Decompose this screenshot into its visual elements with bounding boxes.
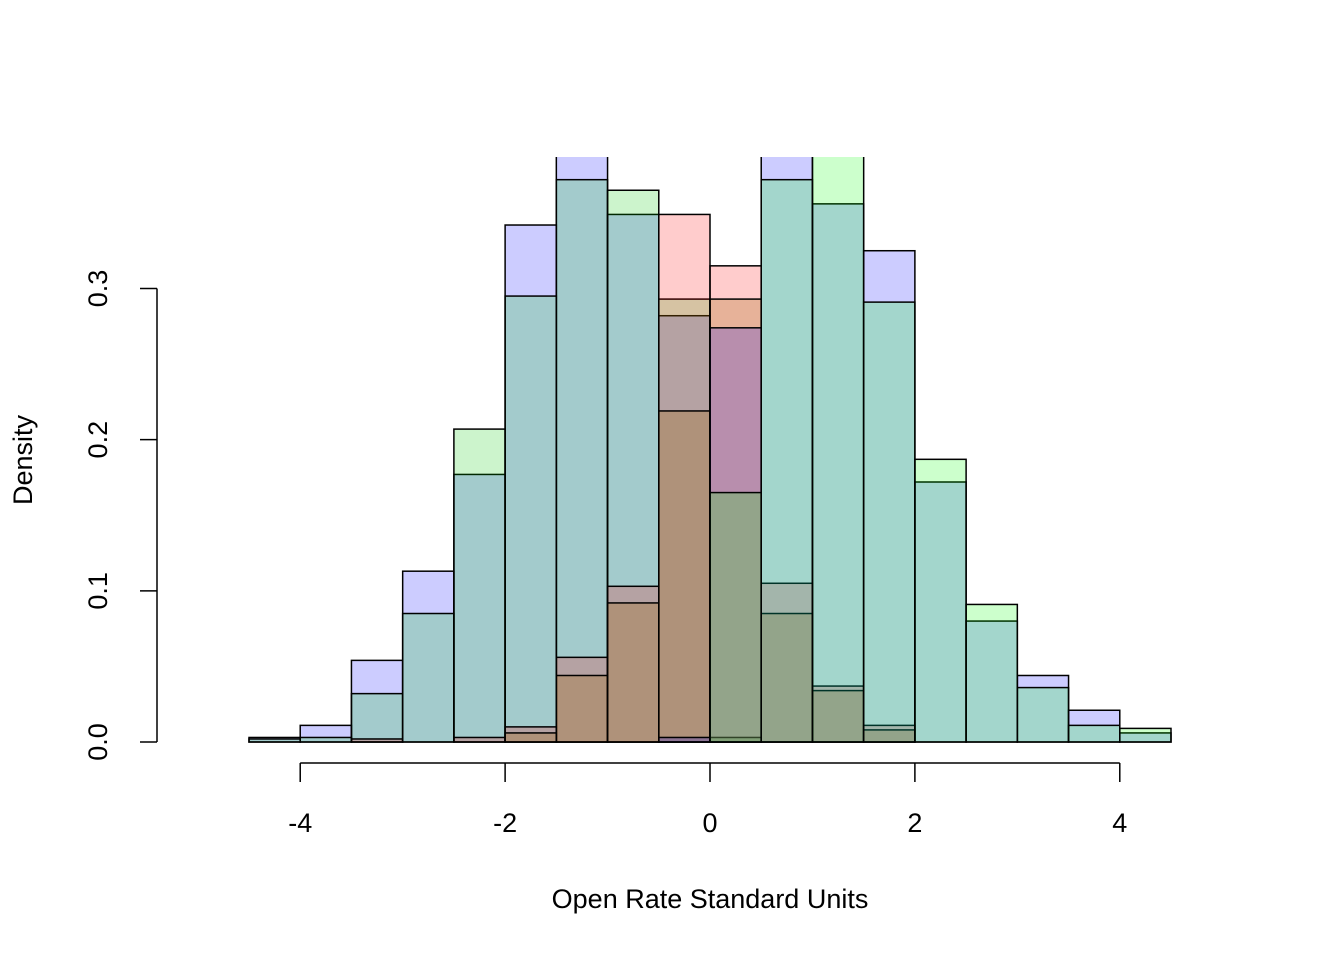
histogram-bar <box>965 603 1019 743</box>
y-tick-label: 0.0 <box>83 723 113 761</box>
plot-area <box>248 157 1172 743</box>
histogram-bar <box>914 458 967 743</box>
histogram-bar <box>350 692 404 743</box>
x-tick-label: -2 <box>493 808 517 838</box>
x-axis-label: Open Rate Standard Units <box>552 884 869 914</box>
histogram-bar <box>1067 724 1121 743</box>
histogram-bar <box>709 298 762 743</box>
histogram-bar <box>965 620 1019 743</box>
histogram-bar <box>709 265 762 743</box>
x-tick-label: -4 <box>288 808 312 838</box>
histogram-bar <box>709 491 762 743</box>
histogram-bar <box>811 203 865 743</box>
histogram-bar <box>504 295 558 743</box>
histogram-bar <box>453 428 506 743</box>
histogram-bar <box>658 410 711 743</box>
histogram-bar <box>555 656 609 743</box>
histogram-bar <box>1119 727 1172 743</box>
histogram-bar <box>453 736 506 743</box>
histogram-bar <box>606 602 660 743</box>
x-tick-label: 4 <box>1112 808 1127 838</box>
histogram-bar <box>248 738 301 743</box>
histogram-bar <box>760 178 814 743</box>
histogram-bar <box>914 481 967 743</box>
histogram-bar <box>504 732 558 743</box>
y-axis-label: Density <box>8 414 38 505</box>
histogram-bar <box>350 659 404 743</box>
histogram-bar <box>299 736 353 743</box>
x-tick-label: 2 <box>907 808 922 838</box>
histogram-bar <box>350 738 404 743</box>
x-tick-label: 0 <box>702 808 717 838</box>
histogram-bar <box>658 736 711 743</box>
histogram-bar <box>555 674 609 743</box>
histogram-bar <box>401 612 455 743</box>
histogram-bar <box>811 157 865 743</box>
histogram-bar <box>555 157 609 743</box>
histogram-bar <box>1016 686 1070 743</box>
y-tick-label: 0.2 <box>83 421 113 459</box>
y-tick-label: 0.1 <box>83 572 113 610</box>
histogram-bar <box>760 157 814 743</box>
histogram-bar <box>606 189 660 743</box>
histogram-bar <box>760 582 814 743</box>
histogram-bar <box>862 301 916 743</box>
y-tick-label: 0.3 <box>83 270 113 308</box>
histogram-bar <box>1016 674 1070 743</box>
